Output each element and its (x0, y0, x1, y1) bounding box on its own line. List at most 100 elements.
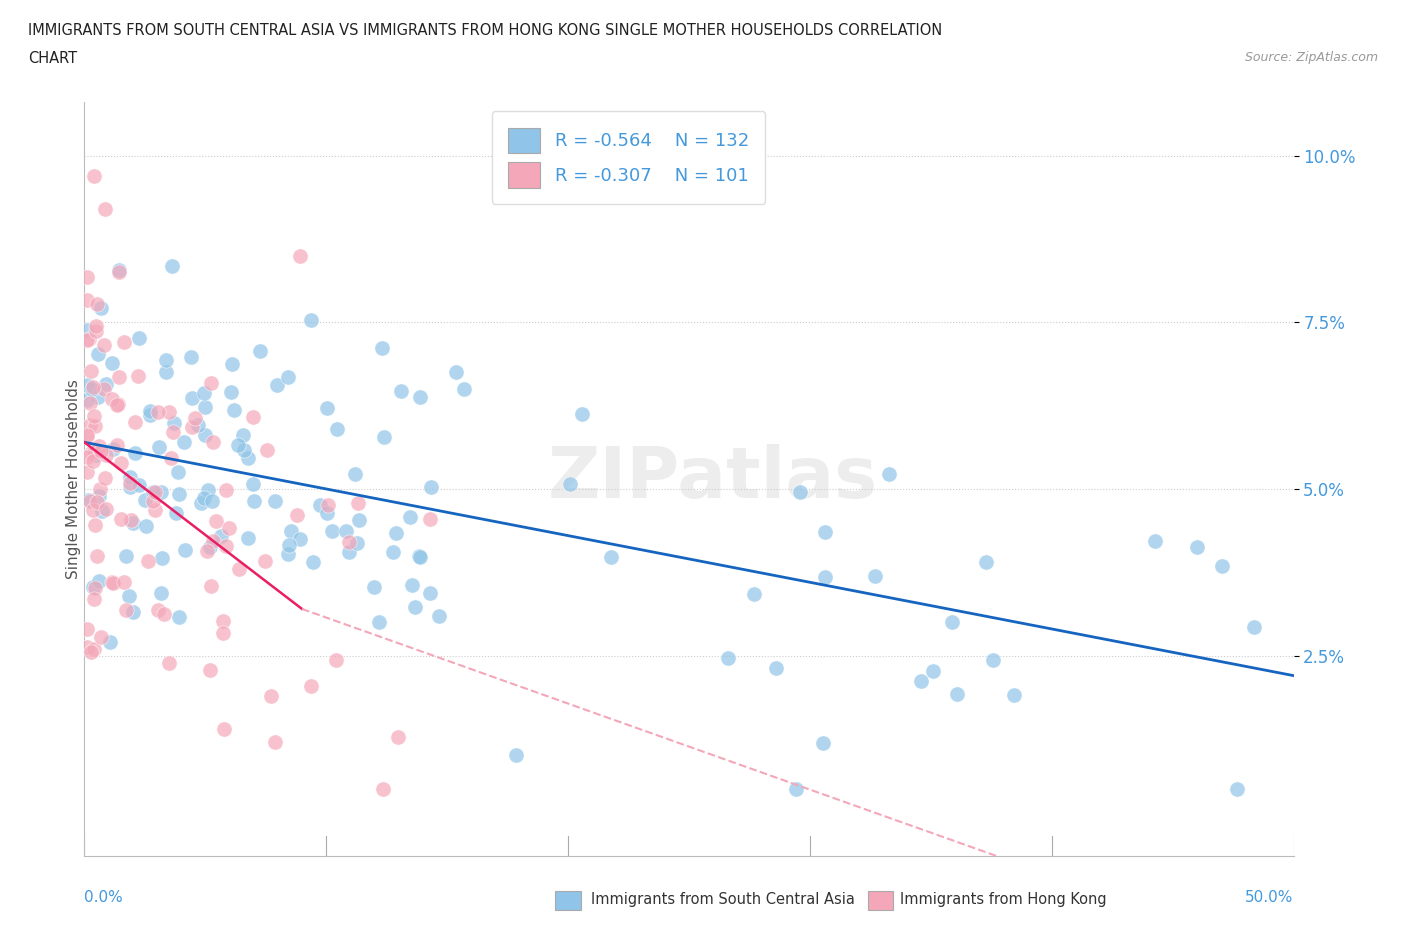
Point (215, 539, 238, 554)
Point (337, 535, 360, 550)
Point (277, 369, 299, 384)
Point (201, 533, 224, 548)
Point (200, 376, 222, 391)
Text: ZIPatlas: ZIPatlas (548, 445, 879, 513)
Point (222, 403, 245, 418)
Point (974, 554, 997, 569)
Point (93, 382, 115, 397)
Point (318, 498, 340, 512)
Point (89, 482, 111, 497)
Point (80, 381, 103, 396)
Point (100, 392, 122, 406)
Point (84, 418, 107, 433)
Point (193, 490, 215, 505)
Point (253, 553, 276, 568)
Point (90, 630, 112, 644)
Point (232, 443, 254, 458)
Point (127, 368, 149, 383)
Point (83, 580, 105, 595)
Point (401, 578, 423, 592)
Point (94, 377, 117, 392)
Point (146, 405, 169, 419)
Point (299, 312, 322, 327)
Point (814, 525, 837, 539)
Point (87, 489, 110, 504)
Point (138, 553, 160, 568)
Point (162, 425, 184, 440)
Point (877, 466, 900, 481)
Point (198, 662, 221, 677)
Point (371, 340, 394, 355)
Point (420, 480, 443, 495)
Text: CHART: CHART (28, 51, 77, 66)
Point (363, 579, 385, 594)
Point (94, 202, 117, 217)
Point (299, 679, 322, 694)
Y-axis label: Single Mother Households: Single Mother Households (66, 379, 80, 578)
Text: Immigrants from South Central Asia: Immigrants from South Central Asia (591, 892, 855, 907)
Point (427, 608, 450, 623)
Point (290, 248, 312, 263)
Point (148, 440, 170, 455)
Legend: R = -0.564    N = 132, R = -0.307    N = 101: R = -0.564 N = 132, R = -0.307 N = 101 (492, 112, 765, 204)
Point (180, 350, 202, 365)
Point (114, 603, 136, 618)
Point (143, 503, 166, 518)
Point (82, 502, 104, 517)
Point (80, 364, 103, 379)
Point (86, 494, 108, 509)
Point (337, 545, 360, 560)
Point (173, 543, 195, 558)
Point (146, 603, 169, 618)
Point (600, 550, 623, 565)
Point (315, 401, 337, 416)
Text: 50.0%: 50.0% (1246, 890, 1294, 905)
Point (249, 344, 271, 359)
Point (98, 635, 121, 650)
Point (187, 417, 209, 432)
Point (381, 544, 404, 559)
Point (212, 613, 235, 628)
Point (910, 674, 932, 689)
Point (143, 485, 166, 499)
Point (84, 324, 107, 339)
Point (120, 512, 142, 527)
Point (215, 482, 238, 497)
Point (221, 357, 243, 372)
Point (76, 622, 98, 637)
Point (811, 736, 834, 751)
Point (76, 333, 98, 348)
Point (785, 781, 807, 796)
Point (419, 512, 441, 526)
Point (335, 524, 357, 538)
Point (1143, 534, 1166, 549)
Point (76, 430, 98, 445)
Point (150, 586, 173, 601)
Point (165, 505, 187, 520)
Point (142, 494, 165, 509)
Text: 0.0%: 0.0% (84, 890, 124, 905)
Point (238, 530, 260, 545)
Point (100, 575, 122, 590)
Point (232, 428, 254, 443)
Point (86, 347, 108, 362)
Point (139, 408, 162, 423)
Point (76, 378, 98, 392)
Point (389, 383, 412, 398)
Point (79, 418, 101, 432)
Point (82, 379, 104, 394)
Point (173, 435, 195, 450)
Point (195, 544, 218, 559)
Point (385, 525, 408, 540)
Point (107, 397, 129, 412)
Point (93, 338, 115, 352)
Point (1226, 781, 1249, 796)
Point (120, 480, 142, 495)
Point (79, 494, 101, 509)
Point (219, 384, 242, 399)
Point (118, 475, 141, 490)
Point (87, 573, 110, 588)
Point (194, 399, 217, 414)
Point (120, 470, 142, 485)
Point (150, 551, 173, 565)
